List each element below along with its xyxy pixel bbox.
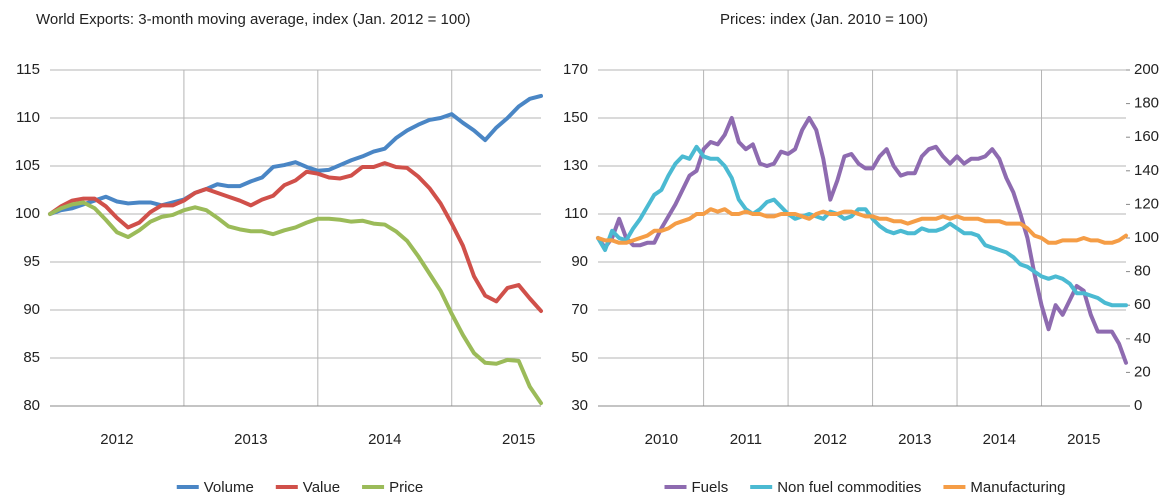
y-tick-label: 80 [23, 397, 40, 414]
y2-tick-label: 200 [1134, 61, 1159, 78]
x-tick-label: 2013 [898, 431, 931, 448]
legend-label: Non fuel commodities [777, 479, 921, 496]
x-tick-label: 2015 [1067, 431, 1100, 448]
legend-label: Price [389, 479, 423, 496]
x-tick-label: 2014 [983, 431, 1016, 448]
series-line [48, 93, 543, 216]
series-line [596, 144, 1128, 308]
y-tick-label: 90 [23, 301, 40, 318]
y-tick-label: 170 [563, 61, 588, 78]
y2-tick-label: 120 [1134, 195, 1159, 212]
y2-tick-label: 180 [1134, 95, 1159, 112]
y2-tick-label: 0 [1134, 397, 1142, 414]
y-tick-label: 110 [16, 109, 40, 126]
chart-title: World Exports: 3-month moving average, i… [36, 11, 471, 28]
x-tick-label: 2011 [730, 431, 762, 448]
legend-label: Manufacturing [970, 479, 1065, 496]
legend: Fuels Non fuel commodities Manufacturing [664, 479, 1065, 496]
x-tick-label: 2015 [502, 431, 535, 448]
y-tick-label: 70 [571, 301, 588, 318]
series-line [48, 200, 543, 406]
series-line [596, 207, 1128, 245]
y-tick-label: 90 [571, 253, 588, 270]
y2-tick-label: 20 [1134, 363, 1151, 380]
y-tick-label: 115 [16, 61, 40, 78]
y2-tick-label: 60 [1134, 296, 1151, 313]
legend-label: Value [303, 479, 340, 496]
legend: Volume Value Price [176, 479, 423, 496]
y2-tick-label: 160 [1134, 128, 1159, 145]
y2-tick-label: 40 [1134, 330, 1151, 347]
y2-tick-label: 80 [1134, 263, 1151, 280]
chart-title: Prices: index (Jan. 2010 = 100) [720, 11, 928, 28]
x-tick-label: 2013 [234, 431, 267, 448]
y-tick-label: 130 [563, 157, 588, 174]
legend-label: Volume [204, 479, 254, 496]
y2-tick-label: 100 [1134, 229, 1159, 246]
x-tick-label: 2012 [100, 431, 133, 448]
legend-label: Fuels [692, 479, 729, 496]
y-tick-label: 85 [23, 349, 40, 366]
x-tick-label: 2014 [368, 431, 401, 448]
y-tick-label: 100 [15, 205, 40, 222]
x-tick-label: 2012 [814, 431, 847, 448]
y-tick-label: 150 [563, 109, 588, 126]
y-tick-label: 50 [571, 349, 588, 366]
series-line [48, 161, 543, 313]
series-line [596, 116, 1128, 365]
y2-tick-label: 140 [1134, 162, 1159, 179]
y-tick-label: 95 [23, 253, 40, 270]
y-tick-label: 105 [15, 157, 40, 174]
x-tick-label: 2010 [645, 431, 678, 448]
y-tick-label: 30 [571, 397, 588, 414]
y-tick-label: 110 [564, 205, 588, 222]
